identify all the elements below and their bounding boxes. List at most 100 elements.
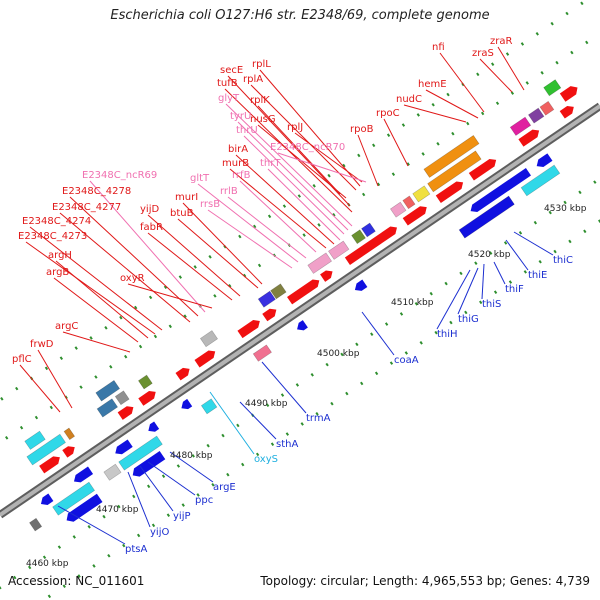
gene-arrow [402,206,427,226]
gene-arrow [115,439,133,455]
gene-block [26,433,66,466]
connector-oxys [209,391,255,455]
gene-label-tufb[interactable]: tufB [217,78,238,89]
gene-label-sece[interactable]: secE [220,65,243,76]
gene-label-glyt[interactable]: glyT [218,93,240,104]
gene-label-rplk[interactable]: rplK [250,95,270,106]
gene-block [427,150,482,193]
gene-block [95,379,121,402]
gene-label-e2348c-ncr69[interactable]: E2348C_ncR69 [82,170,157,181]
connector-rplj [294,132,363,183]
gene-block [270,283,287,300]
gene-arrow [287,279,320,305]
connector-e2348c-ncr69 [89,180,206,313]
gene-label-fabr[interactable]: fabR [140,222,163,233]
gene-block [509,116,532,136]
gene-label-gltt[interactable]: gltT [190,173,210,184]
gene-arrow [320,270,333,282]
gene-arrow [148,421,160,432]
gene-label-thrt[interactable]: thrT [260,158,281,169]
gene-arrow [117,406,134,420]
gene-label-rpla[interactable]: rplA [243,74,263,85]
connector-argc [62,331,131,353]
gene-label-yijo[interactable]: yijO [150,527,169,538]
gene-label-argc[interactable]: argC [55,321,78,332]
gene-label-nusg[interactable]: nusG [250,114,276,125]
gene-label-e2348c-4278[interactable]: E2348C_4278 [62,186,131,197]
gene-label-nfi[interactable]: nfi [432,42,445,53]
connector-this [481,263,485,300]
connector-bira [235,154,335,245]
gene-label-e2348c-4273[interactable]: E2348C_4273 [18,231,87,242]
gene-label-thih[interactable]: thiH [437,329,458,340]
scale-label: 4470 kbp [96,505,139,515]
gene-label-stha[interactable]: sthA [276,439,298,450]
gene-arrow [262,308,277,322]
gene-label-thru[interactable]: thrU [236,125,258,136]
scale-label: 4480 kbp [170,451,213,461]
gene-label-rpll[interactable]: rplL [252,59,271,70]
gene-label-zrar[interactable]: zraR [490,36,512,47]
gene-features [24,79,578,532]
gene-label-ppc[interactable]: ppc [195,495,213,506]
gene-label-oxys[interactable]: oxyS [254,454,278,465]
connector-oxyr [127,283,213,309]
gene-label-rpoc[interactable]: rpoC [376,108,400,119]
gene-label-rpob[interactable]: rpoB [350,124,374,135]
gene-label-this[interactable]: thiS [482,299,501,310]
gene-label-e2348c-4277[interactable]: E2348C_4277 [52,202,121,213]
gene-label-thig[interactable]: thiG [458,314,479,325]
gene-arrow [40,493,54,505]
scale-label: 4490 kbp [245,399,288,409]
connector-yijd [147,214,241,297]
gene-arrow [132,450,166,477]
gene-label-rrfb[interactable]: rrfB [232,170,251,181]
gene-label-murb[interactable]: murB [222,158,249,169]
gene-label-thic[interactable]: thiC [553,255,573,266]
connector-arge [169,451,214,483]
gene-block [543,79,562,97]
genome-backbone [0,102,600,519]
gene-arrow [354,279,368,291]
gene-block [412,185,431,203]
gene-label-pflc[interactable]: pflC [12,354,32,365]
gene-label-muri[interactable]: murI [175,192,198,203]
gene-label-nudc[interactable]: nudC [396,94,422,105]
gene-label-rrlb[interactable]: rrlB [220,186,238,197]
gene-block [328,240,350,260]
gene-label-e2348c-ncr70[interactable]: E2348C_ncR70 [270,142,345,153]
connector-gltt [197,183,299,263]
connector-e2348c-4273 [25,241,156,335]
connector-ptsa [57,505,126,545]
gene-label-oxyr[interactable]: oxyR [120,273,145,284]
gene-label-tyru[interactable]: tyrU [230,111,251,122]
gene-arrow [62,446,75,458]
connector-yijp [139,465,174,512]
gene-label-frwd[interactable]: frwD [30,339,54,350]
connector-pflc [19,364,61,413]
gene-label-yijp[interactable]: yijP [173,511,191,522]
gene-label-coaa[interactable]: coaA [394,355,419,366]
gene-label-thie[interactable]: thiE [528,270,547,281]
gene-label-btub[interactable]: btuB [170,208,194,219]
gene-label-thif[interactable]: thiF [505,284,524,295]
gene-label-bira[interactable]: birA [228,144,248,155]
gene-label-heme[interactable]: hemE [418,79,447,90]
gene-label-argb[interactable]: argB [46,267,69,278]
gene-label-trma[interactable]: trmA [306,413,331,424]
gene-label-argh[interactable]: argH [48,250,72,261]
gene-label-e2348c-4274[interactable]: E2348C_4274 [22,216,91,227]
gene-arrow [344,226,397,265]
gene-block [307,252,333,274]
gene-label-rplj[interactable]: rplJ [287,122,303,133]
gene-block [390,201,407,218]
gene-arrow [518,129,540,147]
gene-arrow [559,106,574,119]
connector-trma [261,361,307,414]
gene-label-yijd[interactable]: yijD [140,204,159,215]
connector-rpoc [383,118,409,167]
gene-label-arge[interactable]: argE [213,482,236,493]
gene-label-zras[interactable]: zraS [472,48,494,59]
gene-label-rrsb[interactable]: rrsB [200,199,220,210]
gene-label-ptsa[interactable]: ptsA [125,544,147,555]
